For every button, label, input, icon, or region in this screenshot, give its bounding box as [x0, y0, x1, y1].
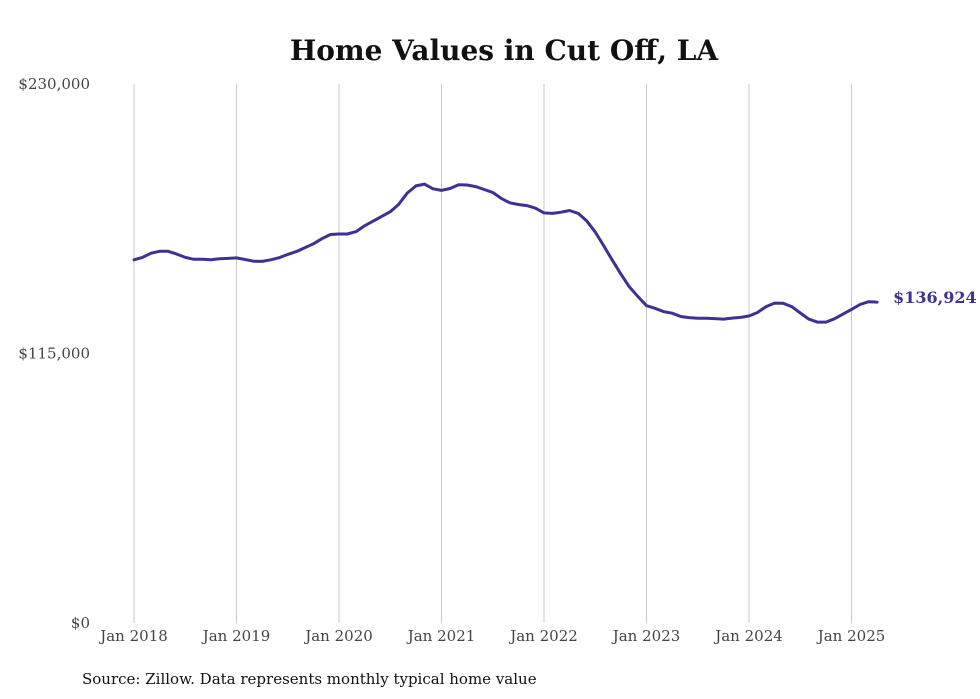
x-tick-label: Jan 2020 [303, 627, 373, 645]
x-tick-label: Jan 2021 [406, 627, 476, 645]
y-tick-label: $115,000 [18, 345, 90, 363]
home-value-line [132, 182, 879, 324]
x-tick-label: Jan 2023 [611, 627, 681, 645]
y-tick-label: $230,000 [18, 75, 90, 93]
chart-title: Home Values in Cut Off, LA [290, 34, 720, 67]
x-axis-ticks: Jan 2018 Jan 2019 Jan 2020 Jan 2021 Jan 2022… [98, 627, 885, 645]
x-tick-label: Jan 2018 [98, 627, 168, 645]
latest-value-label: $136,924 [893, 288, 977, 307]
x-tick-label: Jan 2019 [201, 627, 271, 645]
grid-layer [133, 84, 852, 623]
x-tick-label: Jan 2022 [508, 627, 578, 645]
y-tick-label: $0 [71, 614, 90, 632]
y-axis-ticks: $0 $115,000 $230,000 [18, 75, 90, 632]
x-tick-label: Jan 2024 [713, 627, 783, 645]
source-note: Source: Zillow. Data represents monthly … [82, 670, 537, 688]
x-tick-label: Jan 2025 [816, 627, 886, 645]
